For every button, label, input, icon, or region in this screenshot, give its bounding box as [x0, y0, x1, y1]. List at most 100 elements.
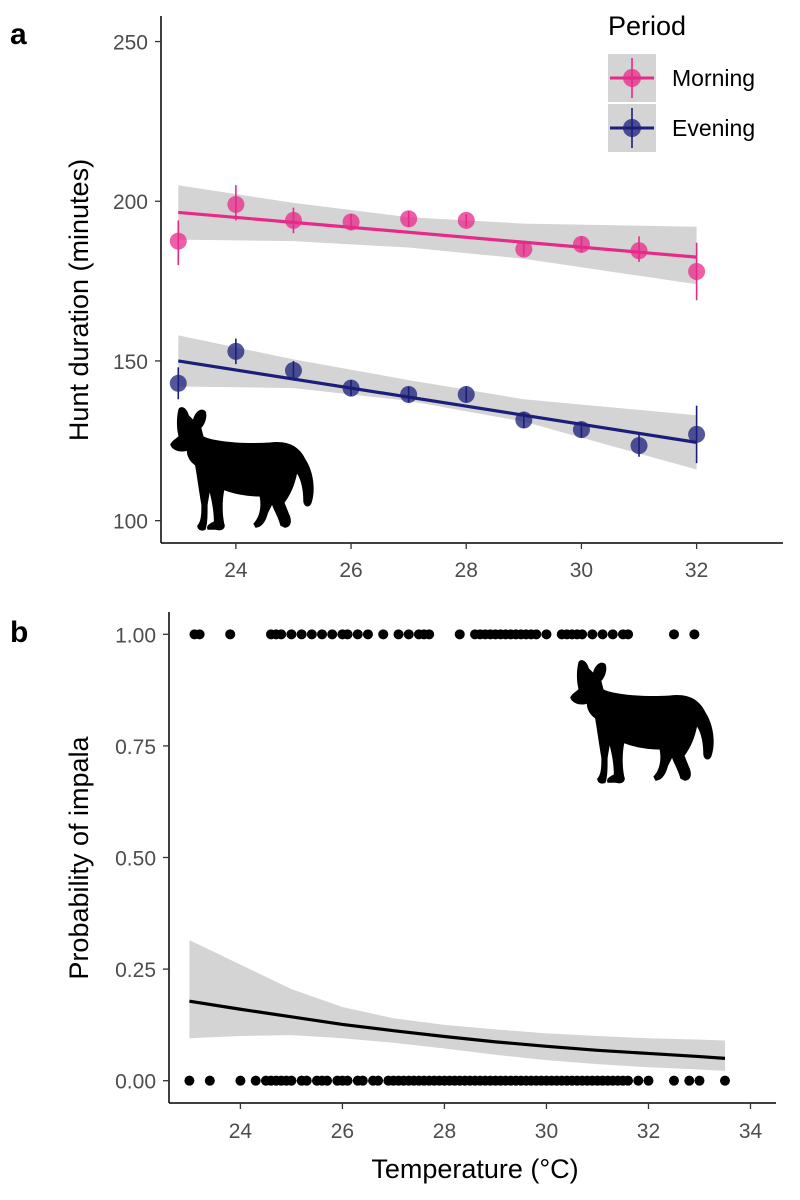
- point-impala-1-47: [689, 629, 700, 640]
- panel-a: a Hunt duration (minutes) 100 150 200 250 2…: [10, 11, 783, 582]
- panel-a-x-ticks: 24 26 28 30 32: [224, 543, 708, 582]
- y-tick-label: 0.50: [115, 848, 156, 871]
- panel-b-x-ticks: 24 26 28 30 32 34: [229, 1103, 763, 1143]
- point-impala-1-1: [194, 629, 205, 640]
- point-impala-0-2: [235, 1075, 246, 1086]
- point-morning-0: [169, 232, 187, 250]
- fit-line-morning: [178, 210, 697, 259]
- point-impala-1-21: [454, 629, 465, 640]
- fit-line-impala: [189, 999, 726, 1060]
- x-tick-label: 24: [229, 1120, 253, 1143]
- point-impala-0-0: [184, 1075, 195, 1086]
- point-impala-1-2: [225, 629, 236, 640]
- point-impala-1-46: [668, 629, 679, 640]
- panel-b-y-axis-title: Probability of impala: [64, 735, 94, 979]
- point-impala-1-15: [378, 629, 389, 640]
- point-impala-1-35: [541, 629, 552, 640]
- panel-b-x-axis-title: Temperature (°C): [371, 1154, 578, 1184]
- x-tick-label: 26: [339, 559, 362, 582]
- point-impala-1-9: [317, 629, 328, 640]
- y-tick-label: 0.00: [115, 1071, 156, 1094]
- point-evening-4: [400, 385, 418, 403]
- point-impala-0-74: [694, 1075, 705, 1086]
- point-evening-0: [169, 374, 187, 392]
- band-impala: [189, 940, 725, 1071]
- y-tick-label: 150: [113, 351, 148, 374]
- point-impala-0-3: [250, 1075, 261, 1086]
- point-impala-0-71: [643, 1075, 654, 1086]
- fit-line-evening: [178, 359, 697, 444]
- point-impala-1-34: [531, 629, 542, 640]
- point-impala-1-7: [296, 629, 307, 640]
- panel-a-data-points: [169, 185, 706, 464]
- point-evening-3: [342, 379, 360, 397]
- point-impala-1-40: [577, 629, 588, 640]
- wild-dog-silhouette-icon: [570, 660, 714, 784]
- point-morning-3: [342, 213, 360, 231]
- legend-title: Period: [608, 11, 686, 41]
- point-evening-2: [284, 362, 302, 380]
- point-evening-6: [515, 411, 533, 429]
- point-morning-4: [400, 210, 418, 228]
- point-morning-9: [688, 263, 706, 281]
- x-tick-label: 28: [455, 559, 478, 582]
- point-morning-5: [457, 211, 475, 229]
- panel-a-fit-lines: [178, 210, 697, 444]
- x-tick-label: 32: [637, 1120, 660, 1143]
- point-impala-1-20: [424, 629, 435, 640]
- point-impala-0-70: [633, 1075, 644, 1086]
- x-tick-label: 24: [224, 559, 248, 582]
- y-tick-label: 200: [113, 191, 148, 214]
- panel-a-y-axis-title: Hunt duration (minutes): [64, 159, 94, 441]
- point-morning-6: [515, 240, 533, 258]
- legend-key-morning-point: [623, 69, 641, 87]
- point-impala-1-41: [587, 629, 598, 640]
- legend-label-evening: Evening: [672, 115, 755, 141]
- wild-dog-silhouette-icon: [170, 407, 314, 531]
- point-impala-0-21: [373, 1075, 384, 1086]
- x-tick-label: 30: [570, 559, 593, 582]
- point-impala-1-16: [393, 629, 404, 640]
- panel-b-data-points: [184, 629, 730, 1086]
- point-impala-0-1: [204, 1075, 215, 1086]
- legend-key-evening-point: [623, 119, 641, 137]
- point-impala-0-9: [286, 1075, 297, 1086]
- point-impala-0-19: [357, 1075, 368, 1086]
- x-tick-label: 32: [685, 559, 708, 582]
- y-tick-label: 250: [113, 32, 148, 55]
- point-impala-0-72: [668, 1075, 679, 1086]
- panel-b-fit-line: [189, 999, 726, 1060]
- panel-b: b Probability of impala Temperature (°C)…: [10, 612, 776, 1184]
- point-impala-1-10: [327, 629, 338, 640]
- point-morning-1: [227, 195, 245, 213]
- panel-b-y-ticks: 0.00 0.25 0.50 0.75 1.00: [115, 624, 169, 1094]
- panel-a-confidence-bands: [178, 185, 697, 470]
- point-evening-7: [572, 421, 590, 439]
- point-morning-2: [284, 211, 302, 229]
- panel-a-tag: a: [10, 18, 27, 51]
- panel-b-confidence-band: [189, 940, 725, 1071]
- point-impala-1-8: [306, 629, 317, 640]
- panel-b-tag: b: [10, 616, 28, 649]
- point-impala-1-13: [352, 629, 363, 640]
- point-impala-0-14: [322, 1075, 333, 1086]
- point-impala-0-69: [623, 1075, 634, 1086]
- x-tick-label: 26: [331, 1120, 354, 1143]
- y-tick-label: 0.75: [115, 736, 156, 759]
- point-impala-1-12: [342, 629, 353, 640]
- y-tick-label: 0.25: [115, 959, 156, 982]
- point-morning-8: [630, 242, 648, 260]
- point-impala-0-75: [719, 1075, 730, 1086]
- point-impala-1-42: [597, 629, 608, 640]
- x-tick-label: 34: [739, 1120, 763, 1143]
- point-evening-1: [227, 342, 245, 360]
- point-impala-1-14: [362, 629, 373, 640]
- panel-a-y-ticks: 100 150 200 250: [113, 32, 161, 534]
- point-impala-0-73: [684, 1075, 695, 1086]
- point-morning-7: [572, 235, 590, 253]
- legend-label-morning: Morning: [672, 65, 755, 91]
- point-impala-0-17: [342, 1075, 353, 1086]
- point-impala-0-11: [301, 1075, 312, 1086]
- y-tick-label: 1.00: [115, 624, 156, 647]
- point-impala-1-6: [286, 629, 297, 640]
